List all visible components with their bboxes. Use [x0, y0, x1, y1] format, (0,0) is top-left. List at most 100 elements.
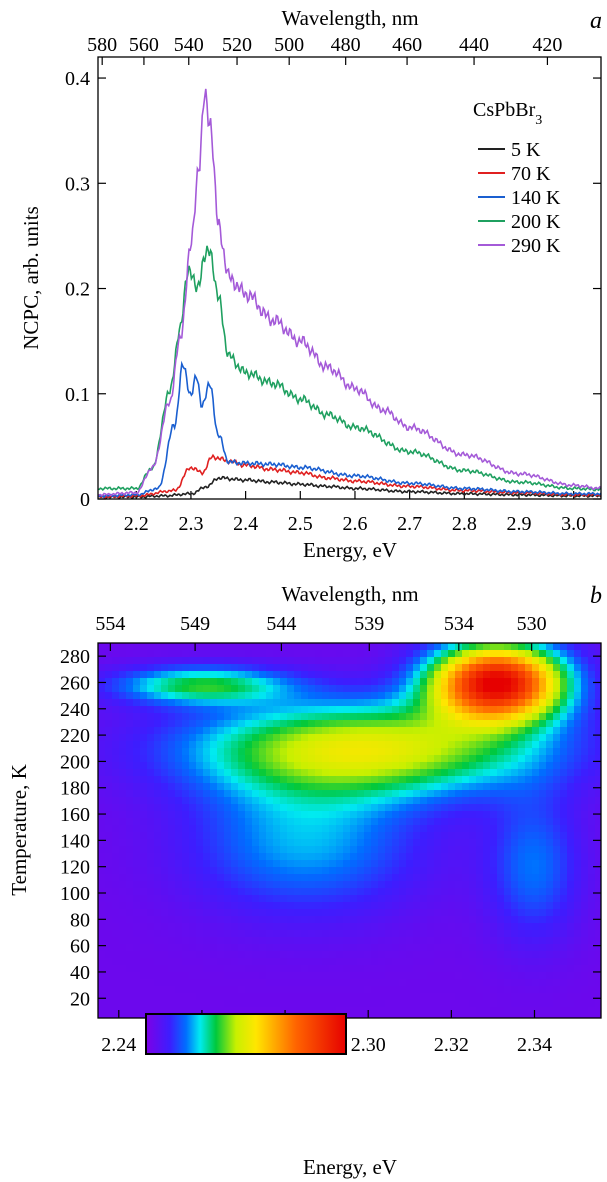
heatmap-cell: [175, 916, 183, 924]
heatmap-cell: [329, 790, 337, 798]
heatmap-cell: [203, 860, 211, 868]
heatmap-cell: [189, 923, 197, 931]
heatmap-cell: [420, 958, 428, 966]
heatmap-cell: [350, 783, 358, 791]
heatmap-cell: [266, 720, 274, 728]
heatmap-cell: [112, 769, 120, 777]
heatmap-cell: [259, 839, 267, 847]
heatmap-cell: [154, 699, 162, 707]
heatmap-cell: [483, 1007, 491, 1015]
heatmap-cell: [329, 783, 337, 791]
heatmap-cell: [196, 909, 204, 917]
heatmap-cell: [371, 734, 379, 742]
heatmap-cell: [168, 720, 176, 728]
heatmap-cell: [560, 699, 568, 707]
heatmap-cell: [574, 930, 582, 938]
heatmap-cell: [315, 832, 323, 840]
b-y-tick-label: 40: [70, 962, 90, 984]
heatmap-cell: [441, 790, 449, 798]
heatmap-cell: [294, 818, 302, 826]
heatmap-cell: [105, 1000, 113, 1008]
heatmap-cell: [385, 741, 393, 749]
heatmap-cell: [518, 965, 526, 973]
heatmap-cell: [406, 965, 414, 973]
heatmap-cell: [224, 762, 232, 770]
heatmap-cell: [273, 650, 281, 658]
heatmap-cell: [350, 811, 358, 819]
heatmap-cell: [595, 979, 601, 987]
heatmap-cell: [469, 804, 477, 812]
heatmap-cell: [588, 986, 596, 994]
heatmap-cell: [203, 979, 211, 987]
heatmap-cell: [224, 993, 232, 1001]
heatmap-cell: [238, 895, 246, 903]
heatmap-cell: [455, 979, 463, 987]
heatmap-cell: [581, 909, 589, 917]
heatmap-cell: [196, 678, 204, 686]
heatmap-cell: [140, 965, 148, 973]
heatmap-cell: [126, 832, 134, 840]
heatmap-cell: [574, 1000, 582, 1008]
heatmap-cell: [504, 846, 512, 854]
heatmap-cell: [315, 888, 323, 896]
a-y-ticks: 00.10.20.30.4: [65, 68, 601, 511]
heatmap-cell: [413, 937, 421, 945]
heatmap-cell: [490, 993, 498, 1001]
heatmap-cell: [105, 860, 113, 868]
heatmap-cell: [483, 895, 491, 903]
heatmap-cell: [238, 874, 246, 882]
heatmap-cell: [525, 860, 533, 868]
heatmap-cell: [504, 783, 512, 791]
heatmap-cell: [343, 923, 351, 931]
heatmap-cell: [406, 888, 414, 896]
heatmap-cell: [525, 790, 533, 798]
heatmap-cell: [133, 853, 141, 861]
heatmap-cell: [462, 748, 470, 756]
heatmap-cell: [357, 650, 365, 658]
heatmap-cell: [476, 986, 484, 994]
heatmap-cell: [203, 727, 211, 735]
heatmap-cell: [560, 657, 568, 665]
heatmap-cell: [385, 692, 393, 700]
heatmap-cell: [224, 937, 232, 945]
heatmap-cell: [259, 958, 267, 966]
heatmap-cell: [273, 706, 281, 714]
heatmap-cell: [217, 839, 225, 847]
heatmap-cell: [189, 993, 197, 1001]
heatmap-cell: [546, 944, 554, 952]
heatmap-cell: [399, 790, 407, 798]
heatmap-cell: [203, 692, 211, 700]
heatmap-cell: [441, 937, 449, 945]
heatmap-cell: [490, 797, 498, 805]
a-y-tick-label: 0: [80, 489, 90, 511]
heatmap-cell: [378, 958, 386, 966]
heatmap-cell: [546, 916, 554, 924]
heatmap-cell: [539, 916, 547, 924]
heatmap-cell: [154, 797, 162, 805]
heatmap-cell: [224, 902, 232, 910]
heatmap-cell: [455, 671, 463, 679]
heatmap-cell: [105, 853, 113, 861]
heatmap-cell: [98, 734, 106, 742]
heatmap-cell: [245, 797, 253, 805]
heatmap-cell: [504, 811, 512, 819]
panel-label-b: b: [590, 583, 602, 609]
heatmap-cell: [483, 657, 491, 665]
heatmap-cell: [469, 972, 477, 980]
heatmap-cell: [252, 951, 260, 959]
heatmap-cell: [287, 818, 295, 826]
b-y-tick-label: 120: [60, 857, 90, 879]
heatmap-cell: [217, 706, 225, 714]
heatmap-cell: [413, 790, 421, 798]
heatmap-cell: [329, 762, 337, 770]
heatmap-cell: [357, 699, 365, 707]
heatmap-cell: [462, 650, 470, 658]
heatmap-cell: [462, 944, 470, 952]
heatmap-cell: [364, 671, 372, 679]
heatmap-cell: [224, 783, 232, 791]
heatmap-cell: [532, 706, 540, 714]
heatmap-cell: [364, 986, 372, 994]
heatmap-cell: [154, 902, 162, 910]
heatmap-cell: [238, 755, 246, 763]
heatmap-cell: [336, 650, 344, 658]
